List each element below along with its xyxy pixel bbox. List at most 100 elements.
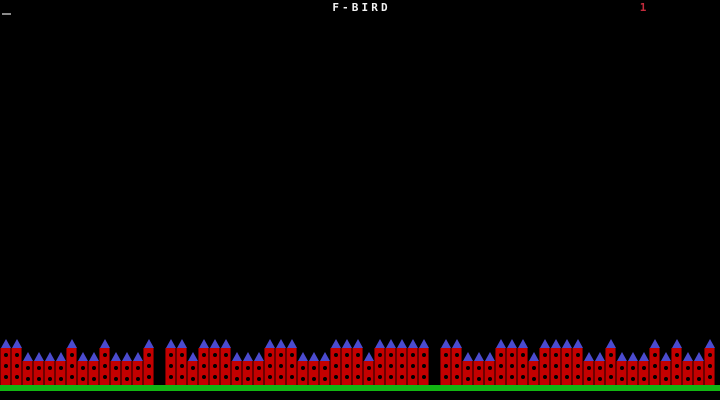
game-title: F-BIRD xyxy=(332,1,391,14)
building xyxy=(682,361,693,385)
building-window xyxy=(4,375,8,379)
building-roof xyxy=(473,352,484,361)
building-window xyxy=(290,353,294,357)
building-window xyxy=(136,377,140,381)
building-roof xyxy=(132,352,143,361)
building-window xyxy=(70,364,74,368)
building-window xyxy=(642,377,646,381)
building-window xyxy=(345,375,349,379)
building-window xyxy=(598,366,602,370)
building-roof xyxy=(264,339,275,348)
building-window xyxy=(642,366,646,370)
building xyxy=(539,348,550,385)
building-window xyxy=(268,364,272,368)
building-window xyxy=(378,375,382,379)
building xyxy=(88,361,99,385)
building xyxy=(363,361,374,385)
building xyxy=(66,348,77,385)
building xyxy=(638,361,649,385)
building-window xyxy=(378,364,382,368)
building xyxy=(671,348,682,385)
building-window xyxy=(411,364,415,368)
building-window xyxy=(224,353,228,357)
building-window xyxy=(565,353,569,357)
building-window xyxy=(653,375,657,379)
building-window xyxy=(367,366,371,370)
building-roof xyxy=(121,352,132,361)
building xyxy=(352,348,363,385)
building-window xyxy=(697,377,701,381)
building-roof xyxy=(517,339,528,348)
building-window xyxy=(213,375,217,379)
building-roof xyxy=(539,339,550,348)
building-window xyxy=(664,366,668,370)
building-window xyxy=(521,364,525,368)
building-roof xyxy=(88,352,99,361)
building xyxy=(110,361,121,385)
building-roof xyxy=(77,352,88,361)
building-window xyxy=(554,353,558,357)
building-roof xyxy=(704,339,715,348)
building-window xyxy=(609,375,613,379)
building-window xyxy=(202,375,206,379)
building-window xyxy=(213,353,217,357)
building-roof xyxy=(616,352,627,361)
building xyxy=(275,348,286,385)
building-roof xyxy=(385,339,396,348)
building xyxy=(451,348,462,385)
building-roof xyxy=(418,339,429,348)
building-window xyxy=(400,375,404,379)
building-window xyxy=(576,375,580,379)
building-window xyxy=(576,364,580,368)
building-window xyxy=(499,364,503,368)
building-roof xyxy=(660,352,671,361)
building-window xyxy=(708,353,712,357)
building-window xyxy=(510,375,514,379)
building-window xyxy=(444,353,448,357)
building-window xyxy=(444,364,448,368)
building-window xyxy=(224,375,228,379)
building-window xyxy=(466,377,470,381)
building-window xyxy=(389,375,393,379)
hud: F-BIRD 1 xyxy=(0,0,720,20)
building-window xyxy=(422,364,426,368)
building-window xyxy=(334,364,338,368)
building xyxy=(528,361,539,385)
building-window xyxy=(532,377,536,381)
building-window xyxy=(411,353,415,357)
building-window xyxy=(455,353,459,357)
building-roof xyxy=(99,339,110,348)
building-window xyxy=(59,377,63,381)
building-window xyxy=(279,364,283,368)
building xyxy=(0,348,11,385)
building-window xyxy=(70,375,74,379)
building-window xyxy=(48,366,52,370)
building-roof xyxy=(198,339,209,348)
building-window xyxy=(92,366,96,370)
building xyxy=(209,348,220,385)
building xyxy=(374,348,385,385)
building-window xyxy=(697,366,701,370)
building xyxy=(605,348,616,385)
building xyxy=(495,348,506,385)
building-roof xyxy=(176,339,187,348)
building-window xyxy=(345,353,349,357)
building-window xyxy=(488,366,492,370)
building xyxy=(418,348,429,385)
building-window xyxy=(323,377,327,381)
building-window xyxy=(268,353,272,357)
building-roof xyxy=(22,352,33,361)
building xyxy=(484,361,495,385)
building-window xyxy=(477,366,481,370)
building-window xyxy=(455,364,459,368)
building-roof xyxy=(638,352,649,361)
building-window xyxy=(488,377,492,381)
building-window xyxy=(312,366,316,370)
building xyxy=(407,348,418,385)
building-roof xyxy=(528,352,539,361)
building xyxy=(231,361,242,385)
building-window xyxy=(246,366,250,370)
building-roof xyxy=(44,352,55,361)
building-window xyxy=(609,353,613,357)
